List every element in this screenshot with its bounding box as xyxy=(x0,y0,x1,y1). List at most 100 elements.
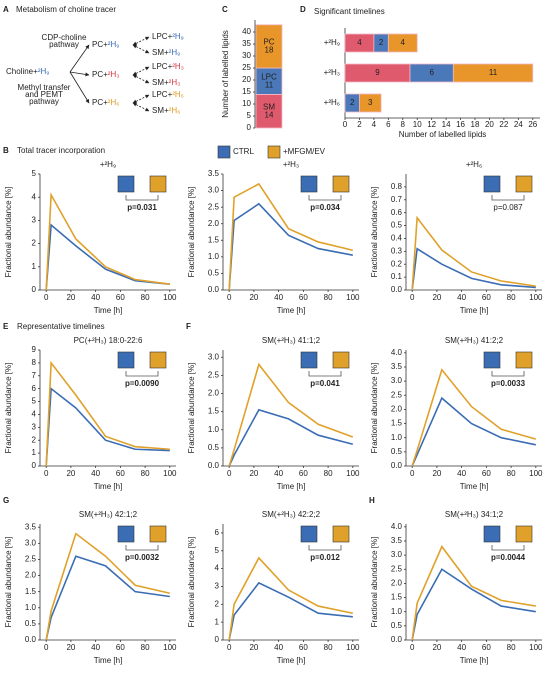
series-line xyxy=(45,532,171,641)
legend-swatch xyxy=(149,175,167,193)
y-tick-label: 1.5 xyxy=(25,587,37,596)
x-tick-label: 20 xyxy=(249,469,258,478)
x-tick-label: 80 xyxy=(324,643,333,652)
p-value: p=0.0032 xyxy=(125,553,160,562)
legend-swatch xyxy=(515,351,533,369)
series-line xyxy=(45,387,170,467)
y-tick-label: 0.1 xyxy=(391,272,403,281)
lipid-node: LPC+²H₆ xyxy=(152,90,184,99)
tracer: ²H₃ xyxy=(108,70,120,79)
legend-swatch xyxy=(149,351,167,369)
bracket xyxy=(125,195,159,201)
x-tick-label: 40 xyxy=(457,293,466,302)
y-axis-label: Fractional abundance [%] xyxy=(187,187,196,278)
arrow xyxy=(132,66,150,76)
y-tick-label: 3.5 xyxy=(208,169,220,178)
x-tick-label: 100 xyxy=(163,293,177,302)
tracer: ²H₉ xyxy=(172,32,184,41)
lipid: PC+ xyxy=(92,98,108,107)
y-tick-label: +²H₆ xyxy=(324,98,340,107)
y-tick-label: 0.0 xyxy=(391,461,403,470)
y-tick-label: 7 xyxy=(32,371,37,380)
y-tick-label: 2.0 xyxy=(391,405,403,414)
x-tick-label: 20 xyxy=(66,643,75,652)
x-tick-label: 20 xyxy=(249,293,258,302)
y-tick-label: 3.0 xyxy=(391,376,403,385)
x-tick-label: 10 xyxy=(413,120,422,129)
x-tick-label: 40 xyxy=(274,293,283,302)
data-label: 2 xyxy=(350,98,355,107)
y-tick-label: 3 xyxy=(215,582,220,591)
x-axis-label: Time [h] xyxy=(460,306,489,315)
x-tick-label: 20 xyxy=(432,469,441,478)
segment-name: PC xyxy=(263,38,274,47)
x-tick-label: 40 xyxy=(91,293,100,302)
y-tick-label: 1.0 xyxy=(208,425,220,434)
y-tick-label: 30 xyxy=(242,51,251,60)
legend-swatch xyxy=(217,145,231,159)
series-line xyxy=(411,545,536,641)
y-tick-label: 35 xyxy=(242,39,251,48)
y-tick-label: +²H₉ xyxy=(324,38,340,47)
legend-swatch xyxy=(117,351,135,369)
y-tick-label: 9 xyxy=(32,345,37,354)
y-tick-label: 2.5 xyxy=(208,370,220,379)
arrow xyxy=(132,74,150,84)
x-tick-label: 80 xyxy=(324,469,333,478)
x-tick-label: 20 xyxy=(249,643,258,652)
data-label: 6 xyxy=(429,68,434,77)
y-tick-label: 0.4 xyxy=(391,234,403,243)
y-tick-label: 0 xyxy=(215,635,220,644)
y-tick-label: 3.0 xyxy=(391,550,403,559)
panel-letter: D xyxy=(300,5,306,14)
arrow xyxy=(132,102,150,112)
y-tick-label: 0.5 xyxy=(391,621,403,630)
y-tick-label: 0.5 xyxy=(25,619,37,628)
y-tick-label: 0.0 xyxy=(391,635,403,644)
y-tick-label: 2.5 xyxy=(391,564,403,573)
segment-name: LPC xyxy=(261,72,277,81)
chart-title: +²H₆ xyxy=(466,160,482,169)
lipid-node: PC+²H₃ xyxy=(92,70,120,79)
x-tick-label: 20 xyxy=(432,293,441,302)
x-tick-label: 80 xyxy=(507,293,516,302)
x-tick-label: 100 xyxy=(529,643,543,652)
legend-swatch xyxy=(117,175,135,193)
y-tick-label: 5 xyxy=(32,169,37,178)
x-tick-label: 100 xyxy=(346,293,360,302)
series-line xyxy=(228,408,354,467)
legend-swatch xyxy=(515,525,533,543)
tracer: ²H₃ xyxy=(169,78,181,87)
y-tick-label: 1.0 xyxy=(208,252,220,261)
y-axis-label: Fractional abundance [%] xyxy=(187,363,196,454)
x-tick-label: 80 xyxy=(141,293,150,302)
legend-swatch xyxy=(300,351,318,369)
y-tick-label: 3 xyxy=(32,422,37,431)
y-tick-label: 4 xyxy=(215,564,220,573)
pathway-label: and PEMT xyxy=(25,90,63,99)
series-line xyxy=(411,215,536,291)
x-tick-label: 100 xyxy=(163,643,177,652)
y-axis-label: Fractional abundance [%] xyxy=(187,537,196,628)
p-value: p=0.0090 xyxy=(125,379,160,388)
panel-heading: Total tracer incorporation xyxy=(17,146,105,155)
x-tick-label: 100 xyxy=(529,293,543,302)
lipid-node: PC+²H₆ xyxy=(92,98,119,107)
tracer: ²H₆ xyxy=(172,90,184,99)
x-axis-label: Time [h] xyxy=(460,482,489,491)
y-tick-label: 0.5 xyxy=(391,447,403,456)
bracket xyxy=(491,545,525,551)
x-axis-label: Time [h] xyxy=(277,656,306,665)
x-tick-label: 80 xyxy=(507,469,516,478)
chart-title: +²H₉ xyxy=(100,160,116,169)
y-tick-label: 0 xyxy=(32,461,37,470)
chart-title: +²H₃ xyxy=(283,160,299,169)
legend-swatch xyxy=(149,525,167,543)
lipid-node: LPC+²H₉ xyxy=(152,32,184,41)
p-value: p=0.0044 xyxy=(491,553,526,562)
lipid: SM+ xyxy=(152,106,169,115)
x-tick-label: 20 xyxy=(485,120,494,129)
data-label: 11 xyxy=(489,68,498,77)
legend-swatch xyxy=(332,175,350,193)
x-tick-label: 80 xyxy=(141,469,150,478)
